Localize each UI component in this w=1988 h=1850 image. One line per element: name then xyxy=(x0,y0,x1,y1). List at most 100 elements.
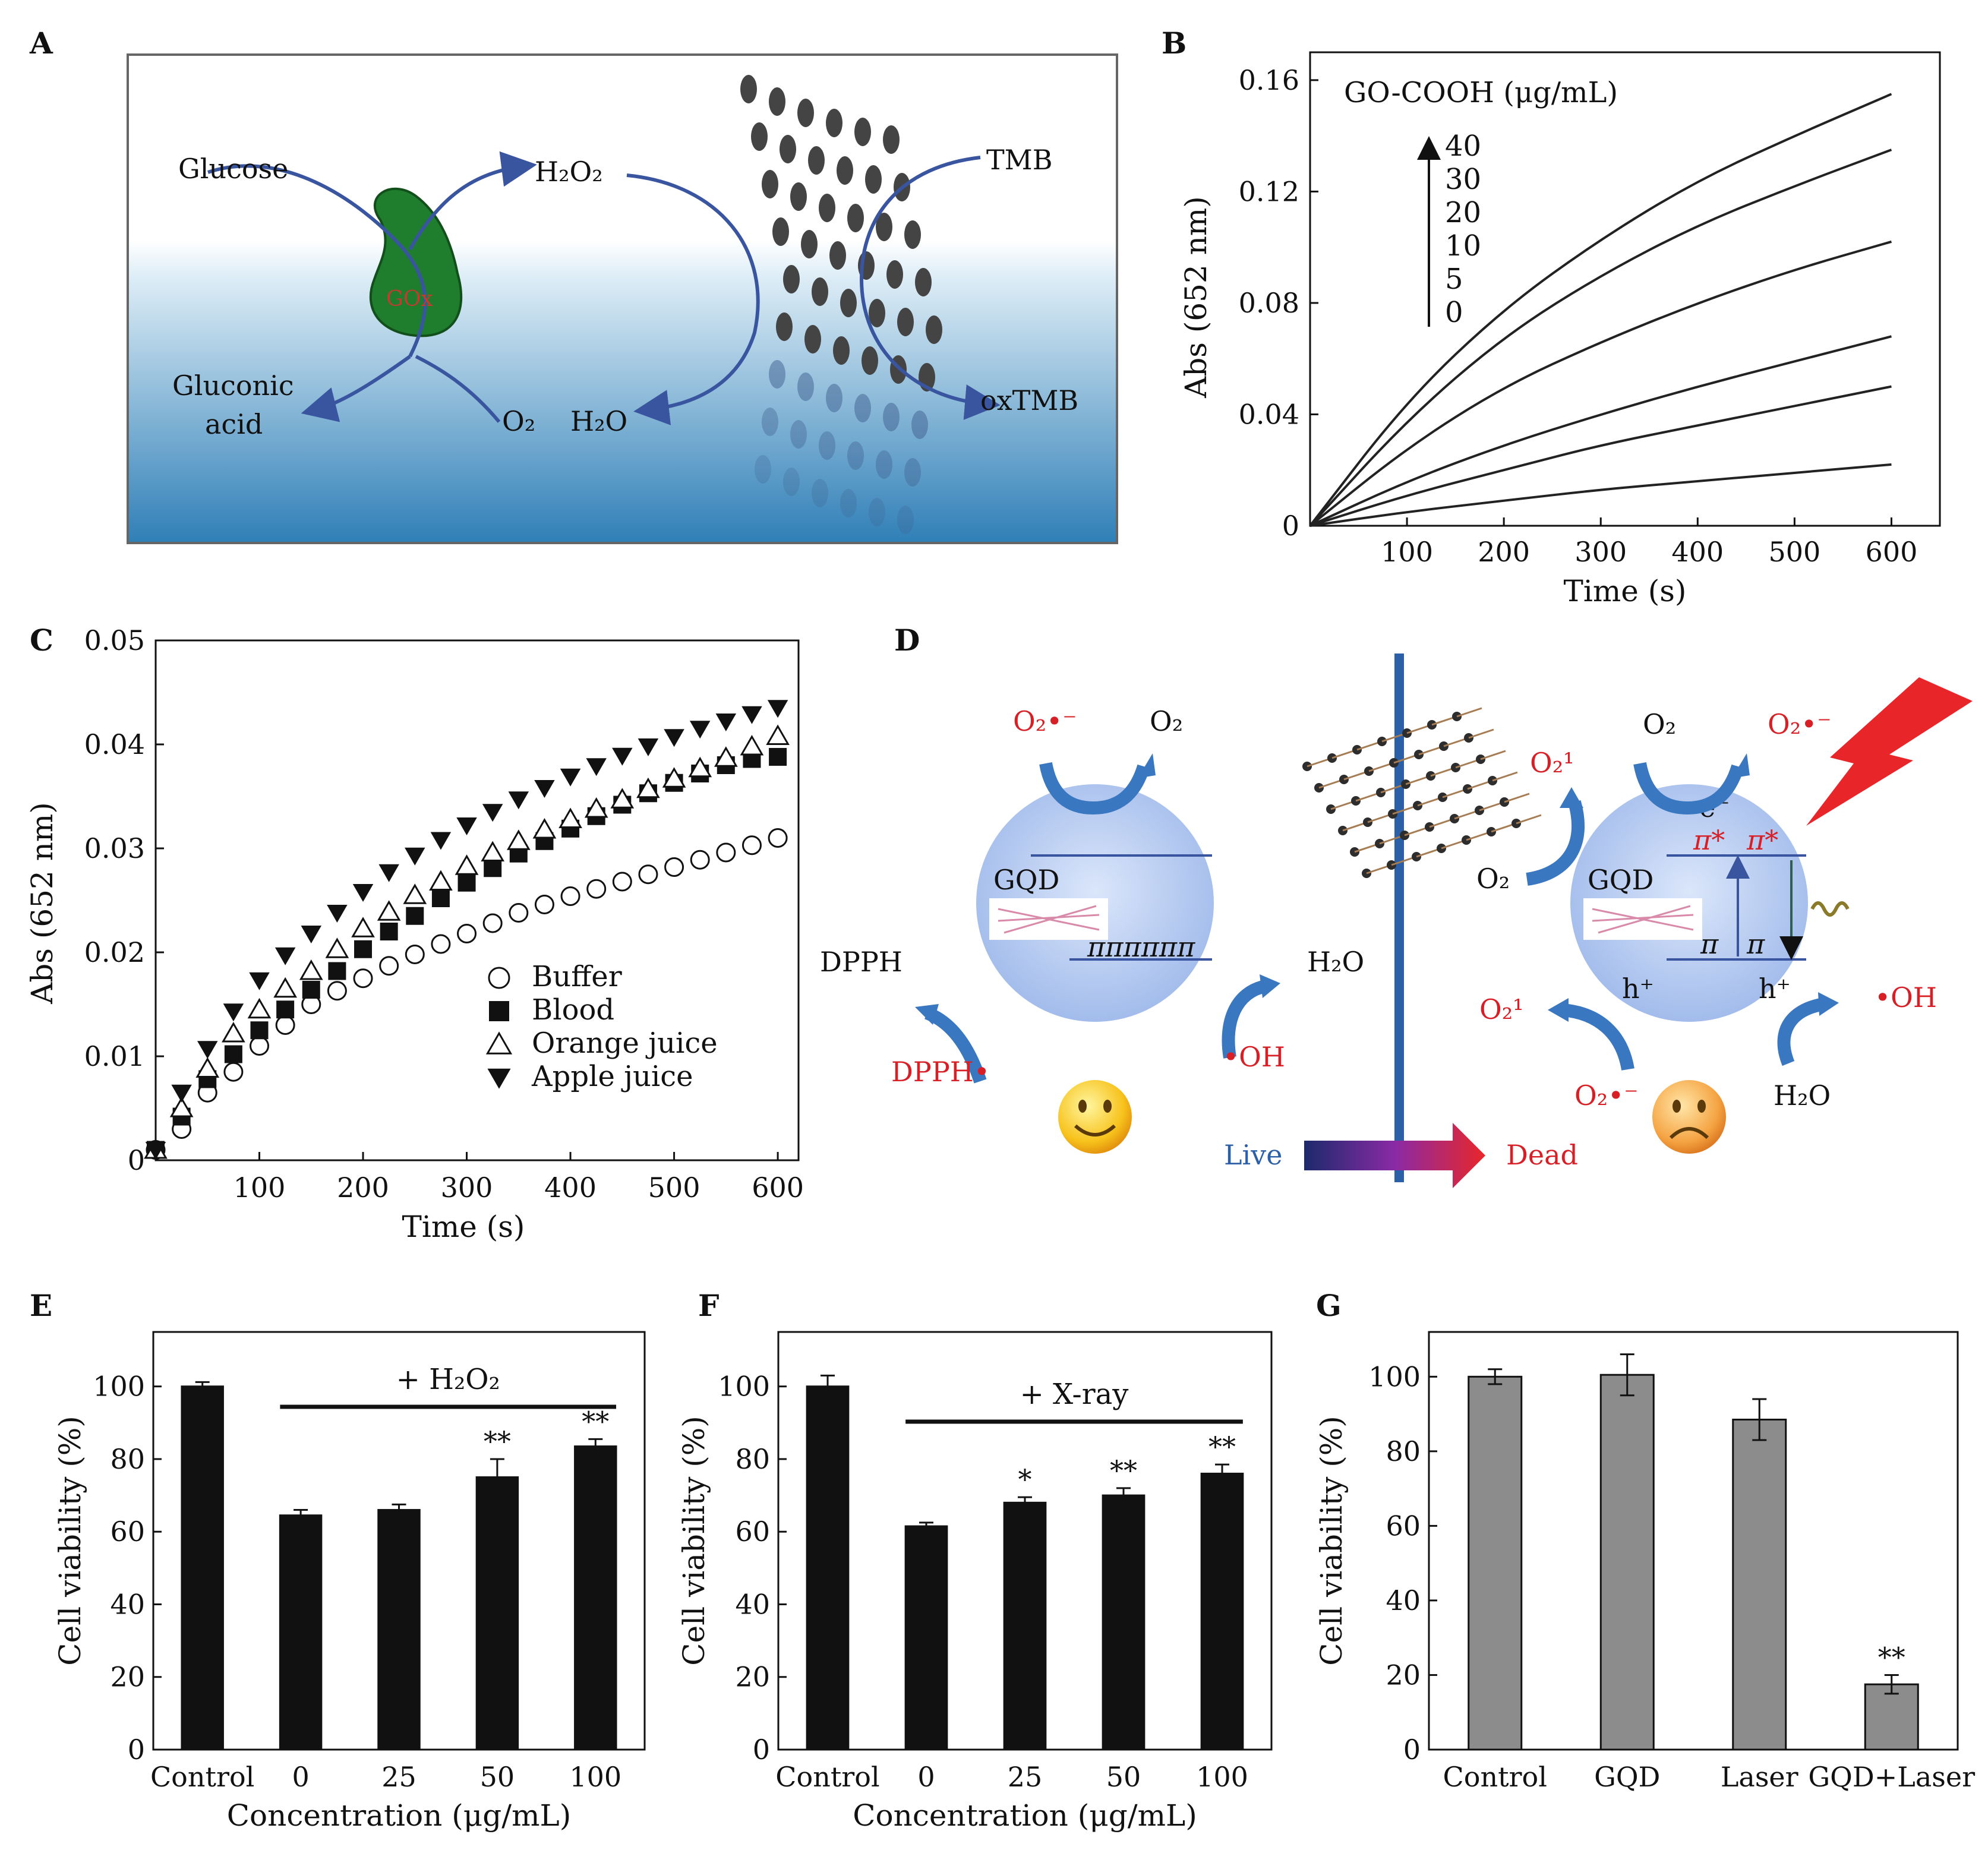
chart-c-point-buffer xyxy=(431,934,451,954)
graphene-sheet-icon xyxy=(1302,707,1542,878)
label-singlet-top: O₂¹ xyxy=(1530,747,1574,779)
graphene-node xyxy=(783,468,800,496)
chart-c-point-orange-juice xyxy=(662,767,686,788)
chartF-bar xyxy=(806,1385,850,1751)
chart-c-legend-label: Apple juice xyxy=(531,1060,693,1093)
chart-c-xtick: 300 xyxy=(441,1172,493,1204)
chartG-category-label: GQD xyxy=(1594,1761,1660,1793)
chartE-ytick: 20 xyxy=(110,1661,145,1693)
chart-c-point-buffer xyxy=(250,1036,270,1056)
chartE-ytick: 0 xyxy=(128,1734,145,1766)
panel-a-frame xyxy=(127,53,1118,544)
chart-c-point-buffer xyxy=(509,903,529,923)
graphene-node xyxy=(897,308,914,336)
chart-c-point-apple-juice xyxy=(405,847,425,866)
chartE-bar xyxy=(574,1445,617,1751)
chartE-bracket-label: + H₂O₂ xyxy=(396,1363,500,1396)
lightning-icon xyxy=(1806,677,1973,826)
panel-letter-d: D xyxy=(894,623,920,658)
graphene-node xyxy=(804,325,821,353)
chart-b-series-line-40 xyxy=(1309,93,1892,527)
chart-c-point-orange-juice xyxy=(377,900,401,921)
chart-c-point-apple-juice xyxy=(223,1003,244,1022)
arrow-to-h2o2 xyxy=(408,151,537,251)
chart-c-point-buffer xyxy=(690,850,710,870)
chart-c-point-apple-juice xyxy=(352,884,374,902)
chartE-category-label: 50 xyxy=(480,1761,515,1793)
graphene-node xyxy=(797,372,814,401)
label-oh-radical-left: •OH xyxy=(1223,1041,1285,1073)
chart-b-ytick: 0.12 xyxy=(1239,175,1299,207)
chartG-ytick: 20 xyxy=(1386,1659,1421,1691)
label-tmb: TMB xyxy=(986,144,1053,176)
chart-b-xtick: 500 xyxy=(1768,536,1820,568)
chartE-bar xyxy=(181,1385,224,1751)
chart-c-ytick: 0.05 xyxy=(84,624,145,656)
chart-c-point-blood xyxy=(431,889,450,907)
chartG-frame xyxy=(1428,1331,1959,1751)
chart-c-ytick: 0.03 xyxy=(84,832,145,864)
graphene-node xyxy=(876,213,892,241)
graphene-node xyxy=(801,230,818,258)
chart-c-legend-marker xyxy=(485,1031,513,1055)
chart-c: 100 200 300 400 500 60000.010.020.030.040.05 … xyxy=(25,624,804,1244)
chart-c-point-apple-juice xyxy=(638,738,659,756)
chartG-bar xyxy=(1732,1419,1787,1751)
chart-c-legend-label: Buffer xyxy=(532,960,622,993)
panel-letter-c: C xyxy=(30,623,53,658)
chart-b-series-line-10 xyxy=(1309,335,1892,527)
chart-c-point-orange-juice xyxy=(481,841,505,861)
label-pi-row: ππππππ xyxy=(1087,931,1195,963)
chart-c-point-blood xyxy=(457,873,476,892)
chart-c-point-apple-juice xyxy=(534,780,555,798)
chartG-category-label: GQD+Laser xyxy=(1808,1761,1975,1793)
chart-b-xlabel: Time (s) xyxy=(1564,574,1687,608)
chart-c-ylabel: Abs (652 nm) xyxy=(25,802,59,1005)
graphene-node xyxy=(883,125,900,154)
gox-enzyme-blob xyxy=(369,187,463,337)
graphene-node xyxy=(783,265,800,293)
chartF-xlabel: Concentration (μg/mL) xyxy=(853,1798,1197,1833)
chart-c-point-buffer xyxy=(716,842,736,863)
chartG-ytick: 100 xyxy=(1368,1360,1421,1393)
chart-c-ytick: 0.02 xyxy=(84,936,145,968)
o2-to-superoxide-arrow xyxy=(1633,762,1744,815)
glucose-arrow xyxy=(207,164,427,358)
chart-c-point-orange-juice xyxy=(740,734,764,756)
chart-c-point-blood xyxy=(328,962,346,980)
graphene-node xyxy=(829,241,846,270)
tmb-to-oxtmb-arrow xyxy=(859,156,1001,420)
chartF-ytick: 0 xyxy=(753,1734,770,1766)
chart-c-point-orange-juice xyxy=(714,746,738,767)
chart-c-point-buffer xyxy=(560,886,580,906)
chart-c-point-apple-juice xyxy=(197,1041,218,1059)
chartG-ylabel: Cell viability (%) xyxy=(1314,1416,1349,1666)
chart-c-point-orange-juice xyxy=(403,883,427,904)
panel-letter-b: B xyxy=(1162,26,1187,61)
chart-g: 0 20 40 60 80 100 Control GQD Laser ** GQD+Laser Ce… xyxy=(1314,1331,1975,1793)
label-gluconic-2: acid xyxy=(205,408,263,440)
chart-c-ytick: 0 xyxy=(128,1144,145,1176)
chart-c-point-orange-juice xyxy=(506,829,531,850)
chart-c-ytick: 0.01 xyxy=(84,1040,145,1072)
chartF-category-label: 100 xyxy=(1196,1761,1248,1793)
graphene-node xyxy=(840,489,857,517)
chart-c-legend-label: Orange juice xyxy=(532,1027,718,1060)
chart-c-point-buffer xyxy=(457,924,477,943)
chart-c-point-orange-juice xyxy=(766,724,790,745)
graphene-node xyxy=(854,118,871,146)
chart-b-legend-title: GO-COOH (μg/mL) xyxy=(1344,76,1618,109)
label-o2rad-right: O₂•⁻ xyxy=(1768,708,1832,740)
chartF-significance: ** xyxy=(1110,1454,1137,1486)
chartF-bar xyxy=(1102,1494,1146,1751)
chart-c-point-orange-juice xyxy=(584,797,608,818)
chartG-category-label: Control xyxy=(1443,1761,1547,1793)
chart-b-legend-value: 0 xyxy=(1445,296,1463,329)
chart-b-series-line-5 xyxy=(1309,385,1892,527)
chart-b-ytick: 0.04 xyxy=(1239,398,1299,430)
label-oh-radical-right: •OH xyxy=(1875,981,1937,1014)
graphene-node xyxy=(926,315,942,344)
chart-c-xlabel: Time (s) xyxy=(402,1210,525,1244)
